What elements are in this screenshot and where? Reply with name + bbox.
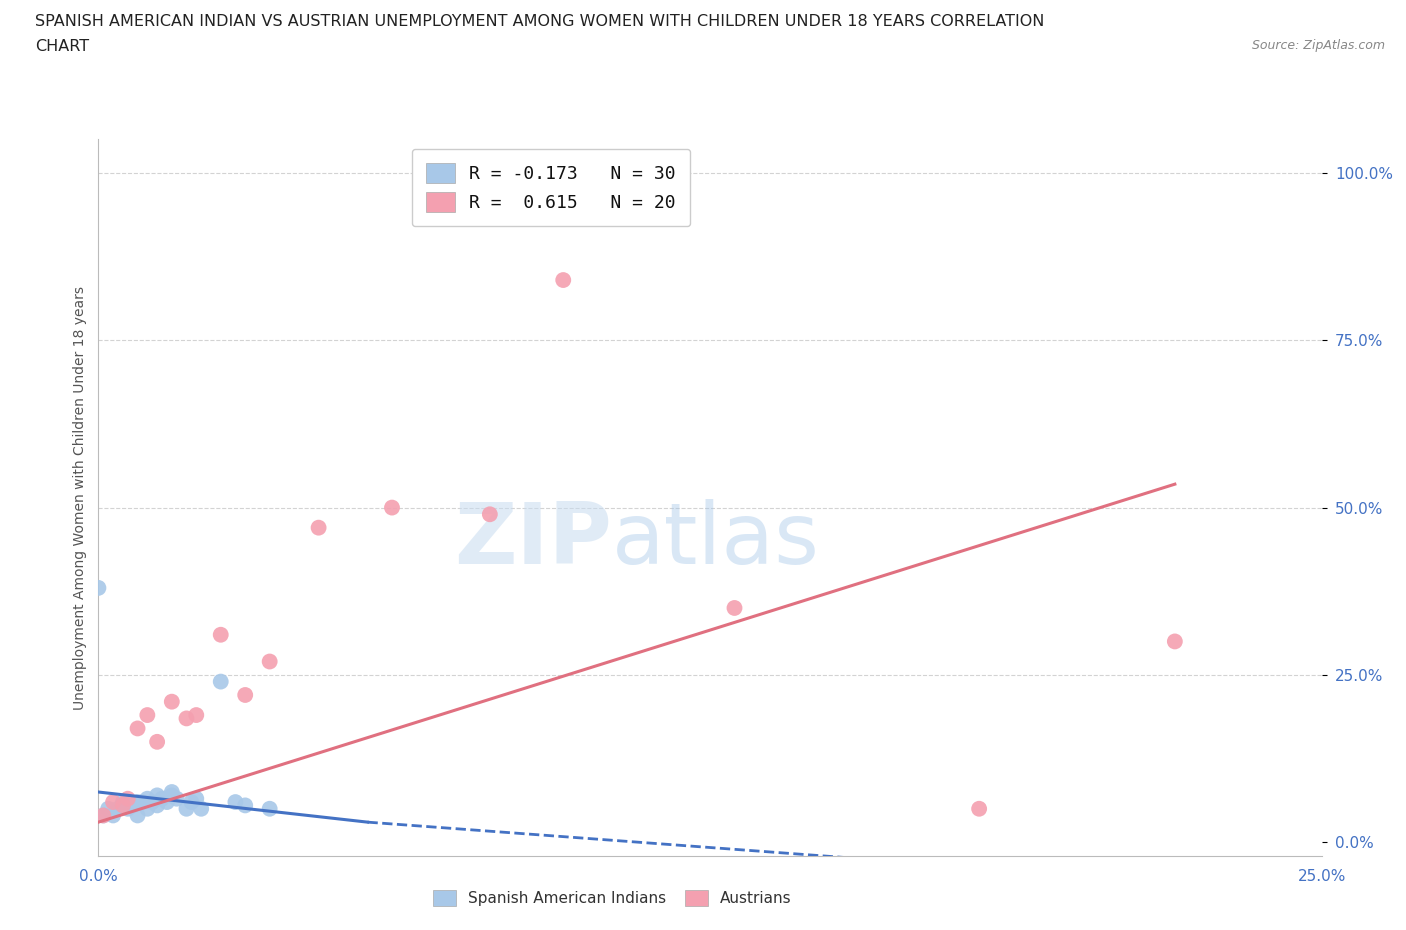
Point	[723, 601, 745, 616]
Point	[91, 808, 114, 823]
Point	[91, 808, 114, 823]
Point	[233, 687, 256, 702]
Point	[209, 674, 232, 689]
Point	[259, 654, 281, 669]
Point	[224, 794, 246, 809]
Point	[1164, 634, 1187, 649]
Text: Source: ZipAtlas.com: Source: ZipAtlas.com	[1251, 39, 1385, 52]
Point	[107, 802, 129, 817]
Point	[127, 721, 149, 736]
Point	[160, 694, 183, 709]
Legend: Spanish American Indians, Austrians: Spanish American Indians, Austrians	[427, 884, 797, 912]
Text: CHART: CHART	[35, 39, 89, 54]
Point	[101, 794, 124, 809]
Point	[111, 798, 134, 813]
Point	[381, 500, 404, 515]
Point	[117, 802, 139, 817]
Point	[117, 791, 139, 806]
Point	[308, 520, 330, 535]
Point	[111, 794, 134, 809]
Text: SPANISH AMERICAN INDIAN VS AUSTRIAN UNEMPLOYMENT AMONG WOMEN WITH CHILDREN UNDER: SPANISH AMERICAN INDIAN VS AUSTRIAN UNEM…	[35, 14, 1045, 29]
Point	[131, 794, 153, 809]
Point	[156, 794, 179, 809]
Text: atlas: atlas	[612, 499, 820, 582]
Point	[233, 798, 256, 813]
Point	[209, 628, 232, 643]
Point	[146, 735, 169, 750]
Point	[186, 791, 208, 806]
Point	[136, 708, 159, 723]
Point	[180, 794, 202, 809]
Point	[136, 791, 159, 806]
Point	[160, 788, 183, 803]
Point	[150, 791, 173, 806]
Point	[190, 802, 212, 817]
Point	[176, 711, 198, 725]
Point	[87, 580, 110, 595]
Point	[160, 785, 183, 800]
Point	[127, 794, 149, 809]
Point	[136, 802, 159, 817]
Text: ZIP: ZIP	[454, 499, 612, 582]
Point	[97, 802, 120, 817]
Point	[101, 808, 124, 823]
Point	[141, 794, 163, 809]
Point	[478, 507, 501, 522]
Point	[186, 708, 208, 723]
Y-axis label: Unemployment Among Women with Children Under 18 years: Unemployment Among Women with Children U…	[73, 286, 87, 710]
Point	[259, 802, 281, 817]
Point	[146, 788, 169, 803]
Point	[146, 798, 169, 813]
Point	[553, 272, 575, 287]
Point	[121, 798, 143, 813]
Point	[111, 798, 134, 813]
Point	[127, 808, 149, 823]
Point	[166, 791, 188, 806]
Point	[176, 802, 198, 817]
Point	[967, 802, 990, 817]
